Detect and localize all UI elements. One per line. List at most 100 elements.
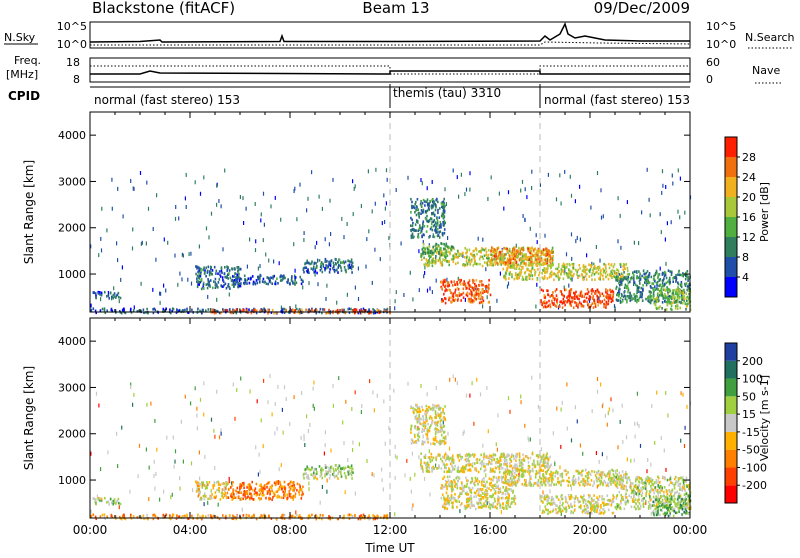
velocity-speckle (567, 427, 568, 431)
power-speckle (531, 186, 532, 190)
power-speckle (536, 283, 537, 287)
velocity-speckle (412, 452, 413, 456)
velocity-speckle (327, 479, 328, 483)
power-speckle (516, 244, 517, 248)
power-speckle (311, 170, 312, 174)
velocity-speckle (667, 414, 668, 418)
velocity-speckle (146, 403, 147, 407)
velocity-speckle (338, 376, 339, 380)
power-speckle (100, 237, 101, 241)
beam-title: Beam 13 (362, 0, 429, 17)
power-speckle (368, 229, 369, 233)
power-speckle (113, 286, 114, 290)
velocity-speckle (96, 392, 97, 396)
power-speckle (536, 233, 537, 237)
velocity-speckle (424, 477, 425, 481)
power-speckle (508, 282, 509, 286)
velocity-speckle (496, 442, 497, 446)
power-speckle (374, 248, 375, 252)
power-speckle (568, 284, 569, 288)
power-speckle (177, 283, 178, 287)
velocity-speckle (449, 447, 450, 451)
power-speckle (641, 210, 642, 214)
velocity-speckle (686, 405, 687, 409)
velocity-speckle (269, 374, 270, 378)
power-speckle (422, 181, 423, 185)
power-colorbar-swatch (725, 157, 737, 177)
power-speckle (412, 297, 413, 301)
velocity-speckle (453, 375, 454, 379)
velocity-speckle (259, 453, 260, 457)
power-speckle (216, 203, 217, 207)
power-speckle (496, 299, 497, 303)
velocity-speckle (154, 460, 155, 464)
power-colorbar-tick-label: 16 (742, 211, 756, 224)
power-speckle (134, 305, 135, 309)
power-speckle (436, 279, 437, 283)
time-tick-label: 16:00 (473, 523, 508, 537)
velocity-speckle (685, 426, 686, 430)
power-speckle (200, 192, 201, 196)
freq-left-tick-bottom: 8 (73, 73, 80, 86)
velocity-speckle (395, 476, 396, 480)
power-speckle (120, 278, 121, 282)
power-speckle (255, 202, 256, 206)
power-speckle (330, 232, 331, 236)
velocity-speckle (218, 503, 219, 507)
velocity-speckle (345, 490, 346, 494)
power-speckle (354, 187, 355, 191)
power-speckle (684, 211, 685, 215)
power-speckle (178, 216, 179, 220)
velocity-speckle (665, 468, 666, 472)
velocity-speckle (635, 435, 636, 439)
power-speckle (564, 170, 565, 174)
power-speckle (597, 171, 598, 175)
velocity-speckle (556, 407, 557, 411)
power-speckle (662, 184, 663, 188)
velocity-speckle (373, 473, 374, 477)
power-speckle (146, 242, 147, 246)
velocity-speckle (682, 393, 683, 397)
power-speckle (432, 290, 433, 294)
power-ytick-label: 4000 (58, 129, 86, 142)
velocity-speckle (634, 422, 635, 426)
velocity-speckle (488, 429, 489, 433)
power-speckle (678, 168, 679, 172)
power-speckle (577, 236, 578, 240)
velocity-speckle (607, 423, 608, 427)
velocity-speckle (497, 414, 498, 418)
power-speckle (525, 218, 526, 222)
velocity-region-9 (540, 494, 616, 515)
velocity-speckle (196, 414, 197, 418)
velocity-speckle (681, 391, 682, 395)
power-speckle (660, 212, 661, 216)
power-speckle (185, 196, 186, 200)
velocity-colorbar-swatch (725, 379, 737, 397)
power-speckle (122, 265, 123, 269)
velocity-speckle (259, 470, 260, 474)
power-colorbar-swatch (725, 177, 737, 197)
power-speckle (580, 238, 581, 242)
velocity-speckle (651, 512, 652, 516)
cpid-segment-3: normal (fast stereo) 153 (544, 93, 690, 107)
velocity-region-0 (90, 513, 388, 520)
velocity-speckle (195, 386, 196, 390)
velocity-speckle (192, 488, 193, 492)
velocity-speckle (429, 493, 430, 497)
power-speckle (167, 241, 168, 245)
velocity-speckle (116, 432, 117, 436)
cpid-panel: CPID normal (fast stereo) 153 themis (ta… (8, 84, 690, 108)
power-speckle (596, 245, 597, 249)
velocity-colorbar-swatch (725, 414, 737, 432)
velocity-speckle (148, 497, 149, 501)
velocity-speckle (173, 436, 174, 440)
power-speckle (141, 282, 142, 286)
velocity-speckle (330, 449, 331, 453)
velocity-speckle (159, 498, 160, 502)
velocity-speckle (412, 503, 413, 507)
power-speckle (255, 248, 256, 252)
power-speckle (478, 237, 479, 241)
power-speckle (380, 257, 381, 261)
